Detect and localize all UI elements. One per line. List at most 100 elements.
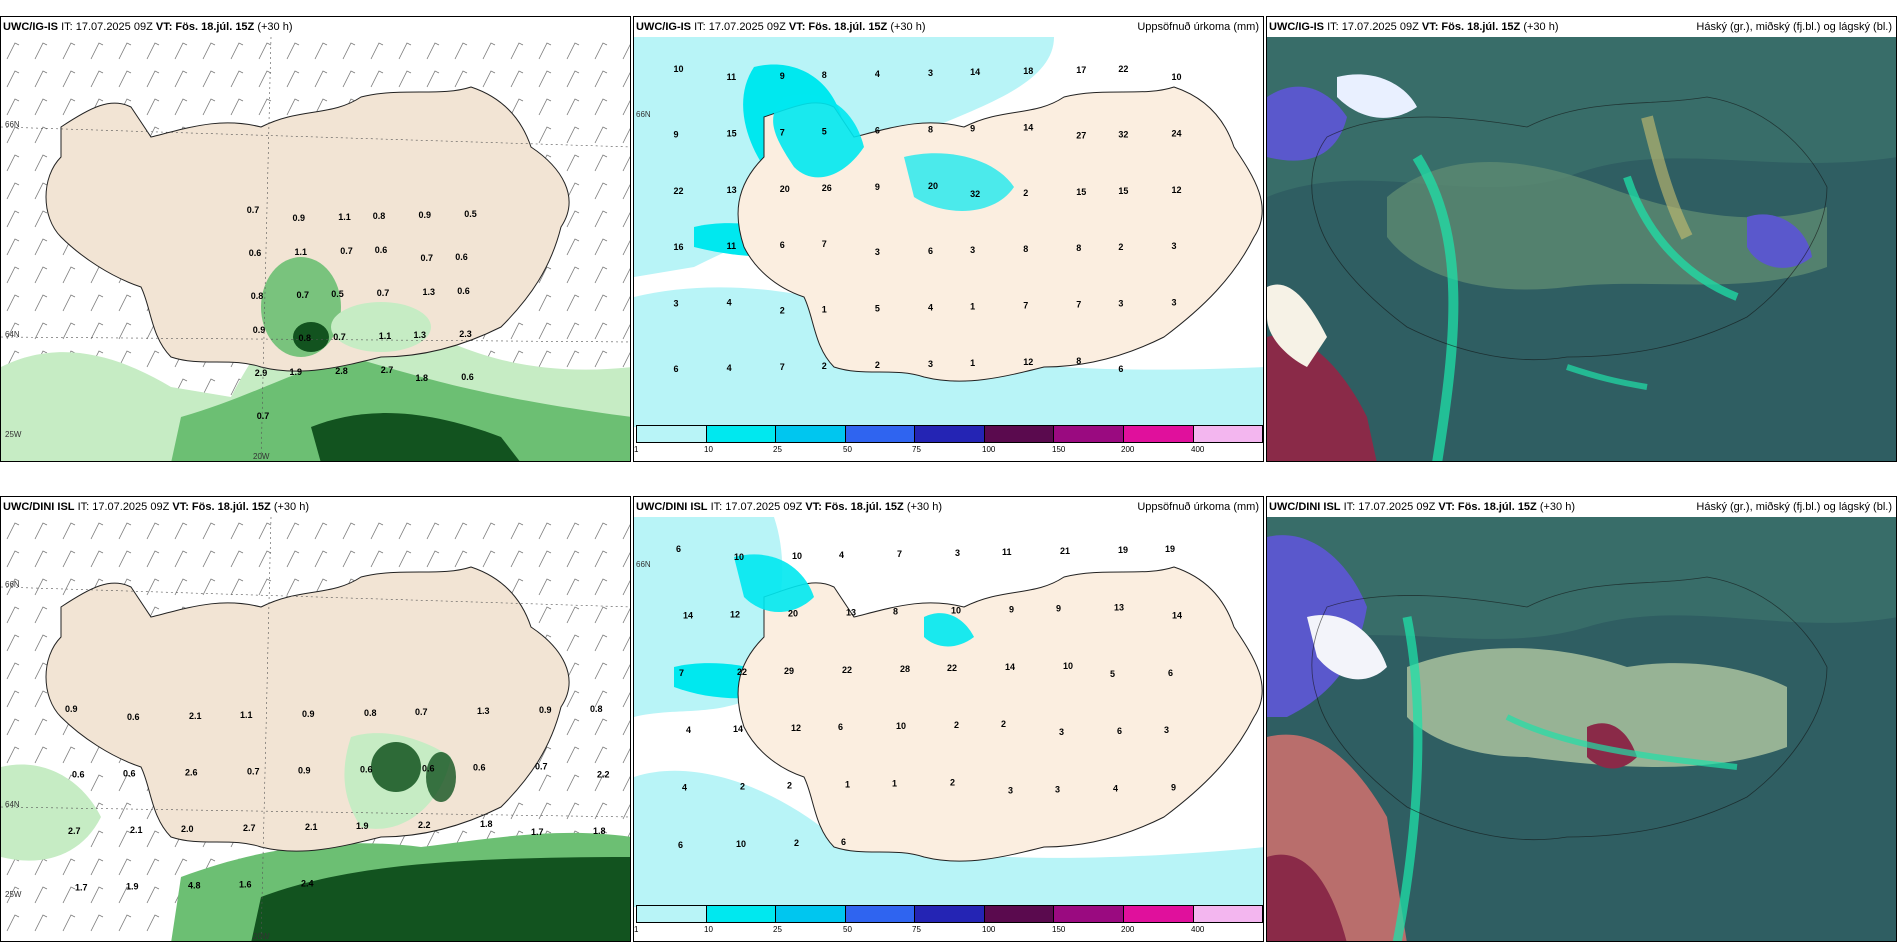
panel-header: UWC/DINI ISL IT: 17.07.2025 09Z VT: Fös.… [1267, 497, 1896, 517]
map-value-label: 12 [791, 723, 801, 733]
map-value-label: 7 [1023, 301, 1028, 311]
colorbar-tick: 150 [1052, 445, 1066, 454]
map-value-label: 6 [1118, 364, 1123, 374]
map-value-label: 12 [730, 610, 740, 620]
map-value-label: 13 [846, 608, 856, 618]
map-value-label: 8 [1023, 244, 1028, 254]
map-value-label: 4 [727, 298, 732, 308]
map-value-label: 8 [928, 125, 933, 135]
init-time: IT: 17.07.2025 09Z [61, 21, 153, 33]
precip-title: Uppsöfnuð úrkoma (mm) [1137, 21, 1259, 33]
map-value-label: 10 [792, 551, 802, 561]
map-value-label: 27 [1076, 131, 1086, 141]
colorbar-cell [984, 906, 1055, 922]
colorbar-cell [845, 426, 916, 442]
map-value-label: 32 [970, 189, 980, 199]
panel-header: UWC/IG-IS IT: 17.07.2025 09Z VT: Fös. 18… [634, 17, 1263, 37]
wind-value-labels: 0.7 0.9 1.1 0.8 0.9 0.5 0.6 1.1 0.7 0.6 0.7 0.6 0.8 0… [247, 205, 477, 421]
map-value-label: 14 [1005, 662, 1015, 672]
map-value-label: 12 [1023, 357, 1033, 367]
map-value-label: 2.2 [418, 820, 431, 830]
map-value-label: 1 [892, 779, 897, 789]
map-value-label: 0.6 [455, 252, 468, 262]
valid-time: VT: Fös. 18.júl. 15Z [1421, 21, 1521, 33]
map-value-label: 3 [1172, 298, 1177, 308]
map-value-label: 8 [822, 70, 827, 80]
lead-time: (+30 h) [1523, 21, 1559, 33]
wind-map-svg: 66N 64N 20W 25W 0.7 0.9 1.1 0.8 0.9 0.5 0.6 1.1… [1, 37, 630, 461]
map-value-label: 7 [1076, 300, 1081, 310]
map-value-label: 1.7 [75, 882, 88, 892]
map-value-label: 10 [896, 721, 906, 731]
lat-label: 64N [5, 330, 20, 339]
map-value-label: 3 [1055, 785, 1060, 795]
map-value-label: 0.6 [473, 762, 486, 772]
map-value-label: 7 [780, 362, 785, 372]
map-value-label: 13 [1114, 603, 1124, 613]
map-value-label: 0.5 [464, 209, 477, 219]
model-name: UWC/IG-IS [636, 21, 691, 33]
map-value-label: 0.8 [373, 211, 386, 221]
map-value-label: 15 [1076, 187, 1086, 197]
map-value-label: 6 [1117, 726, 1122, 736]
map-value-label: 14 [1023, 123, 1033, 133]
lon-label: 25W [5, 430, 22, 439]
map-value-label: 0.6 [360, 764, 373, 774]
map-value-label: 0.7 [535, 761, 548, 771]
map-value-label: 22 [674, 186, 684, 196]
map-value-label: 3 [970, 245, 975, 255]
init-time: IT: 17.07.2025 09Z [1343, 501, 1436, 513]
lon-label: 25W [5, 890, 22, 899]
map-value-label: 1.1 [295, 247, 308, 257]
lon-label: 20W [253, 932, 270, 941]
map-value-label: 0.6 [72, 769, 85, 779]
map-value-label: 2 [787, 781, 792, 791]
map-value-label: 26 [822, 183, 832, 193]
map-value-label: 28 [900, 664, 910, 674]
colorbar-cell [1054, 906, 1124, 922]
map-value-label: 11 [727, 72, 737, 82]
map-value-label: 6 [674, 364, 679, 374]
cloud-title: Háský (gr.), miðský (fj.bl.) og lágský (… [1696, 21, 1892, 33]
map-value-label: 24 [1172, 129, 1182, 139]
map-value-label: 2 [954, 720, 959, 730]
map-value-label: 0.7 [340, 246, 353, 256]
map-value-label: 2 [1023, 188, 1028, 198]
map-value-label: 4.8 [188, 880, 201, 890]
lat-label: 66N [5, 580, 20, 589]
colorbar-cell [637, 906, 707, 922]
map-value-label: 3 [674, 299, 679, 309]
valid-time: VT: Fös. 18.júl. 15Z [788, 21, 888, 33]
map-value-label: 2.9 [255, 368, 268, 378]
map-value-label: 6 [780, 240, 785, 250]
map-value-label: 2 [950, 778, 955, 788]
map-value-label: 0.5 [331, 289, 344, 299]
lat-label: 66N [636, 110, 651, 119]
map-value-label: 15 [1118, 186, 1128, 196]
map-value-label: 1.6 [239, 879, 252, 889]
map-value-label: 0.6 [249, 248, 262, 258]
map-value-label: 9 [1056, 604, 1061, 614]
map-value-label: 18 [1023, 66, 1033, 76]
model-name: UWC/DINI ISL [636, 501, 708, 513]
colorbar-cell [845, 906, 916, 922]
model-name: UWC/IG-IS [1269, 21, 1324, 33]
map-value-label: 3 [1172, 241, 1177, 251]
map-value-label: 0.6 [457, 286, 470, 296]
lon-label: 20W [253, 452, 270, 461]
map-value-label: 20 [928, 181, 938, 191]
map-value-label: 0.9 [302, 709, 315, 719]
map-value-label: 4 [928, 303, 933, 313]
map-value-label: 29 [784, 666, 794, 676]
map-value-label: 4 [727, 363, 732, 373]
map-value-label: 0.6 [127, 712, 140, 722]
model-name: UWC/DINI ISL [3, 501, 75, 513]
colorbar-tick: 1 [634, 925, 639, 934]
valid-time: VT: Fös. 18.júl. 15Z [1438, 501, 1537, 513]
map-value-label: 1 [970, 358, 975, 368]
lead-time: (+30 h) [257, 21, 293, 33]
map-value-label: 1.8 [593, 826, 606, 836]
cloud-map-panel-row2: UWC/DINI ISL IT: 17.07.2025 09Z VT: Fös.… [1266, 496, 1897, 942]
precip-title: Uppsöfnuð úrkoma (mm) [1137, 501, 1259, 513]
map-value-label: 6 [1168, 668, 1173, 678]
